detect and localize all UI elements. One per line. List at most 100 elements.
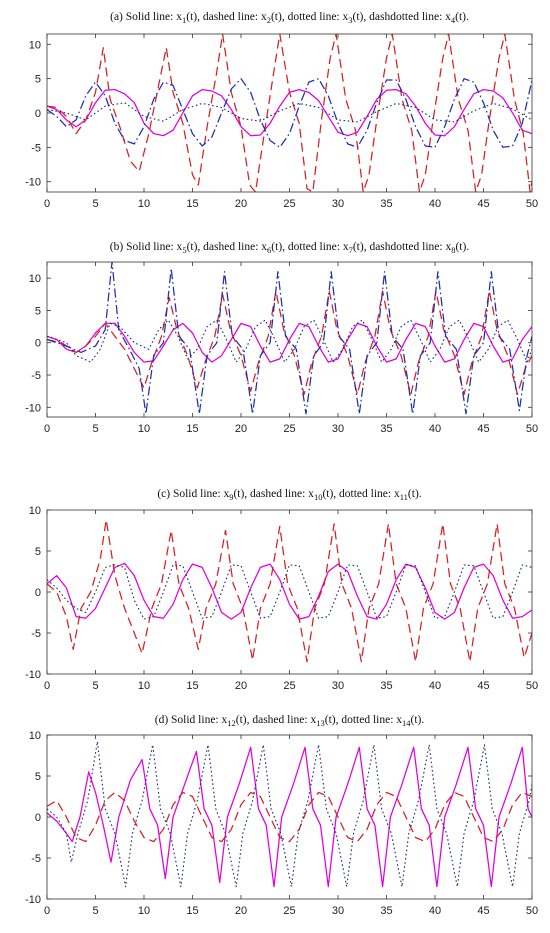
x-tick-label: 0 xyxy=(44,680,50,692)
panel-b: (b) Solid line: x5(t), dashed line: x6(t… xyxy=(25,241,538,435)
y-tick-label: -5 xyxy=(31,853,41,865)
panel-c: (c) Solid line: x9(t), dashed line: x10(… xyxy=(25,488,538,692)
axes-frame xyxy=(46,33,533,193)
y-tick-label: -10 xyxy=(25,177,41,189)
title-subscript: 5 xyxy=(182,245,186,255)
y-tick-label: -5 xyxy=(31,628,41,640)
plot-area xyxy=(47,741,532,888)
y-tick-label: 0 xyxy=(35,338,41,350)
series-line-x2 xyxy=(47,34,532,192)
x-tick-label: 45 xyxy=(477,423,489,435)
x-tick-label: 30 xyxy=(332,423,344,435)
y-tick-label: 10 xyxy=(29,273,41,285)
x-tick-label: 50 xyxy=(526,198,538,210)
series-line-x12 xyxy=(47,746,532,888)
y-tick-label: 10 xyxy=(29,505,41,517)
series-line-x8 xyxy=(47,262,532,415)
series-line-x6 xyxy=(47,290,532,396)
x-tick-label: 40 xyxy=(429,680,441,692)
x-tick-label: 20 xyxy=(235,680,247,692)
y-tick-label: -10 xyxy=(25,402,41,414)
x-tick-label: 0 xyxy=(44,905,50,917)
title-subscript: 8 xyxy=(451,245,455,255)
title-text: (t). xyxy=(455,241,469,253)
y-tick-label: 5 xyxy=(35,771,41,783)
x-tick-label: 40 xyxy=(429,905,441,917)
title-text: (t), dotted line: x xyxy=(271,241,349,253)
x-tick-label: 10 xyxy=(138,423,150,435)
x-tick-label: 35 xyxy=(380,198,392,210)
title-text: (d) Solid line: x xyxy=(155,714,228,726)
chart-title: (c) Solid line: x9(t), dashed line: x10(… xyxy=(157,488,421,502)
x-tick-label: 30 xyxy=(332,905,344,917)
x-tick-label: 20 xyxy=(235,198,247,210)
title-text: (a) Solid line: x xyxy=(110,11,182,23)
plot-area xyxy=(47,519,532,663)
title-text: (t), dashed line: x xyxy=(187,241,268,253)
title-text: (t), dashdotted line: x xyxy=(353,241,452,253)
x-tick-label: 30 xyxy=(332,680,344,692)
plot-area xyxy=(47,34,532,192)
x-tick-label: 45 xyxy=(477,905,489,917)
x-tick-label: 15 xyxy=(186,905,198,917)
x-tick-label: 30 xyxy=(332,198,344,210)
x-tick-label: 25 xyxy=(283,423,295,435)
plot-area xyxy=(47,262,532,415)
x-tick-label: 45 xyxy=(477,198,489,210)
x-tick-label: 15 xyxy=(186,680,198,692)
x-tick-label: 25 xyxy=(283,198,295,210)
panel-d: (d) Solid line: x12(t), dashed line: x13… xyxy=(25,714,538,917)
title-text: (c) Solid line: x xyxy=(157,488,229,500)
title-subscript: 7 xyxy=(349,245,353,255)
title-subscript: 2 xyxy=(267,15,271,25)
chart-title: (a) Solid line: x1(t), dashed line: x2(t… xyxy=(110,11,469,25)
x-tick-label: 25 xyxy=(283,680,295,692)
x-tick-label: 5 xyxy=(92,680,98,692)
title-text: (t), dashdotted line: x xyxy=(353,11,452,23)
series-line-x13 xyxy=(47,791,532,843)
chart-title: (b) Solid line: x5(t), dashed line: x6(t… xyxy=(110,241,470,255)
y-tick-label: -5 xyxy=(31,370,41,382)
x-tick-label: 40 xyxy=(429,423,441,435)
y-tick-label: 10 xyxy=(29,39,41,51)
x-tick-label: 50 xyxy=(526,905,538,917)
title-subscript: 13 xyxy=(316,718,325,728)
x-tick-label: 5 xyxy=(92,905,98,917)
y-tick-label: -10 xyxy=(25,669,41,681)
x-tick-label: 35 xyxy=(380,423,392,435)
series-line-x10 xyxy=(47,519,532,663)
x-tick-label: 20 xyxy=(235,905,247,917)
title-subscript: 9 xyxy=(229,492,233,502)
title-text: (t), dotted line: x xyxy=(325,714,403,726)
panel-a: (a) Solid line: x1(t), dashed line: x2(t… xyxy=(25,11,538,210)
y-tick-label: 0 xyxy=(35,108,41,120)
y-tick-label: 5 xyxy=(35,546,41,558)
title-text: (t). xyxy=(455,11,469,23)
series-line-x11 xyxy=(47,564,532,620)
title-text: (t). xyxy=(411,714,425,726)
x-tick-label: 50 xyxy=(526,680,538,692)
x-tick-label: 45 xyxy=(477,680,489,692)
y-tick-label: -10 xyxy=(25,894,41,906)
series-line-x1 xyxy=(47,88,532,137)
x-tick-label: 35 xyxy=(380,680,392,692)
x-tick-label: 10 xyxy=(138,905,150,917)
x-tick-label: 5 xyxy=(92,198,98,210)
y-tick-label: 0 xyxy=(35,812,41,824)
title-subscript: 10 xyxy=(314,492,323,502)
x-tick-label: 35 xyxy=(380,905,392,917)
x-tick-label: 10 xyxy=(138,198,150,210)
title-text: (t), dashed line: x xyxy=(236,714,317,726)
title-subscript: 6 xyxy=(267,245,271,255)
chart-title: (d) Solid line: x12(t), dashed line: x13… xyxy=(155,714,425,728)
x-tick-label: 10 xyxy=(138,680,150,692)
y-tick-label: 5 xyxy=(35,305,41,317)
x-tick-label: 0 xyxy=(44,423,50,435)
series-line-x5 xyxy=(47,322,532,363)
y-tick-label: 0 xyxy=(35,587,41,599)
series-line-x9 xyxy=(47,562,532,620)
title-subscript: 11 xyxy=(400,492,408,502)
title-text: (t). xyxy=(408,488,422,500)
series-line-x7 xyxy=(47,319,532,363)
